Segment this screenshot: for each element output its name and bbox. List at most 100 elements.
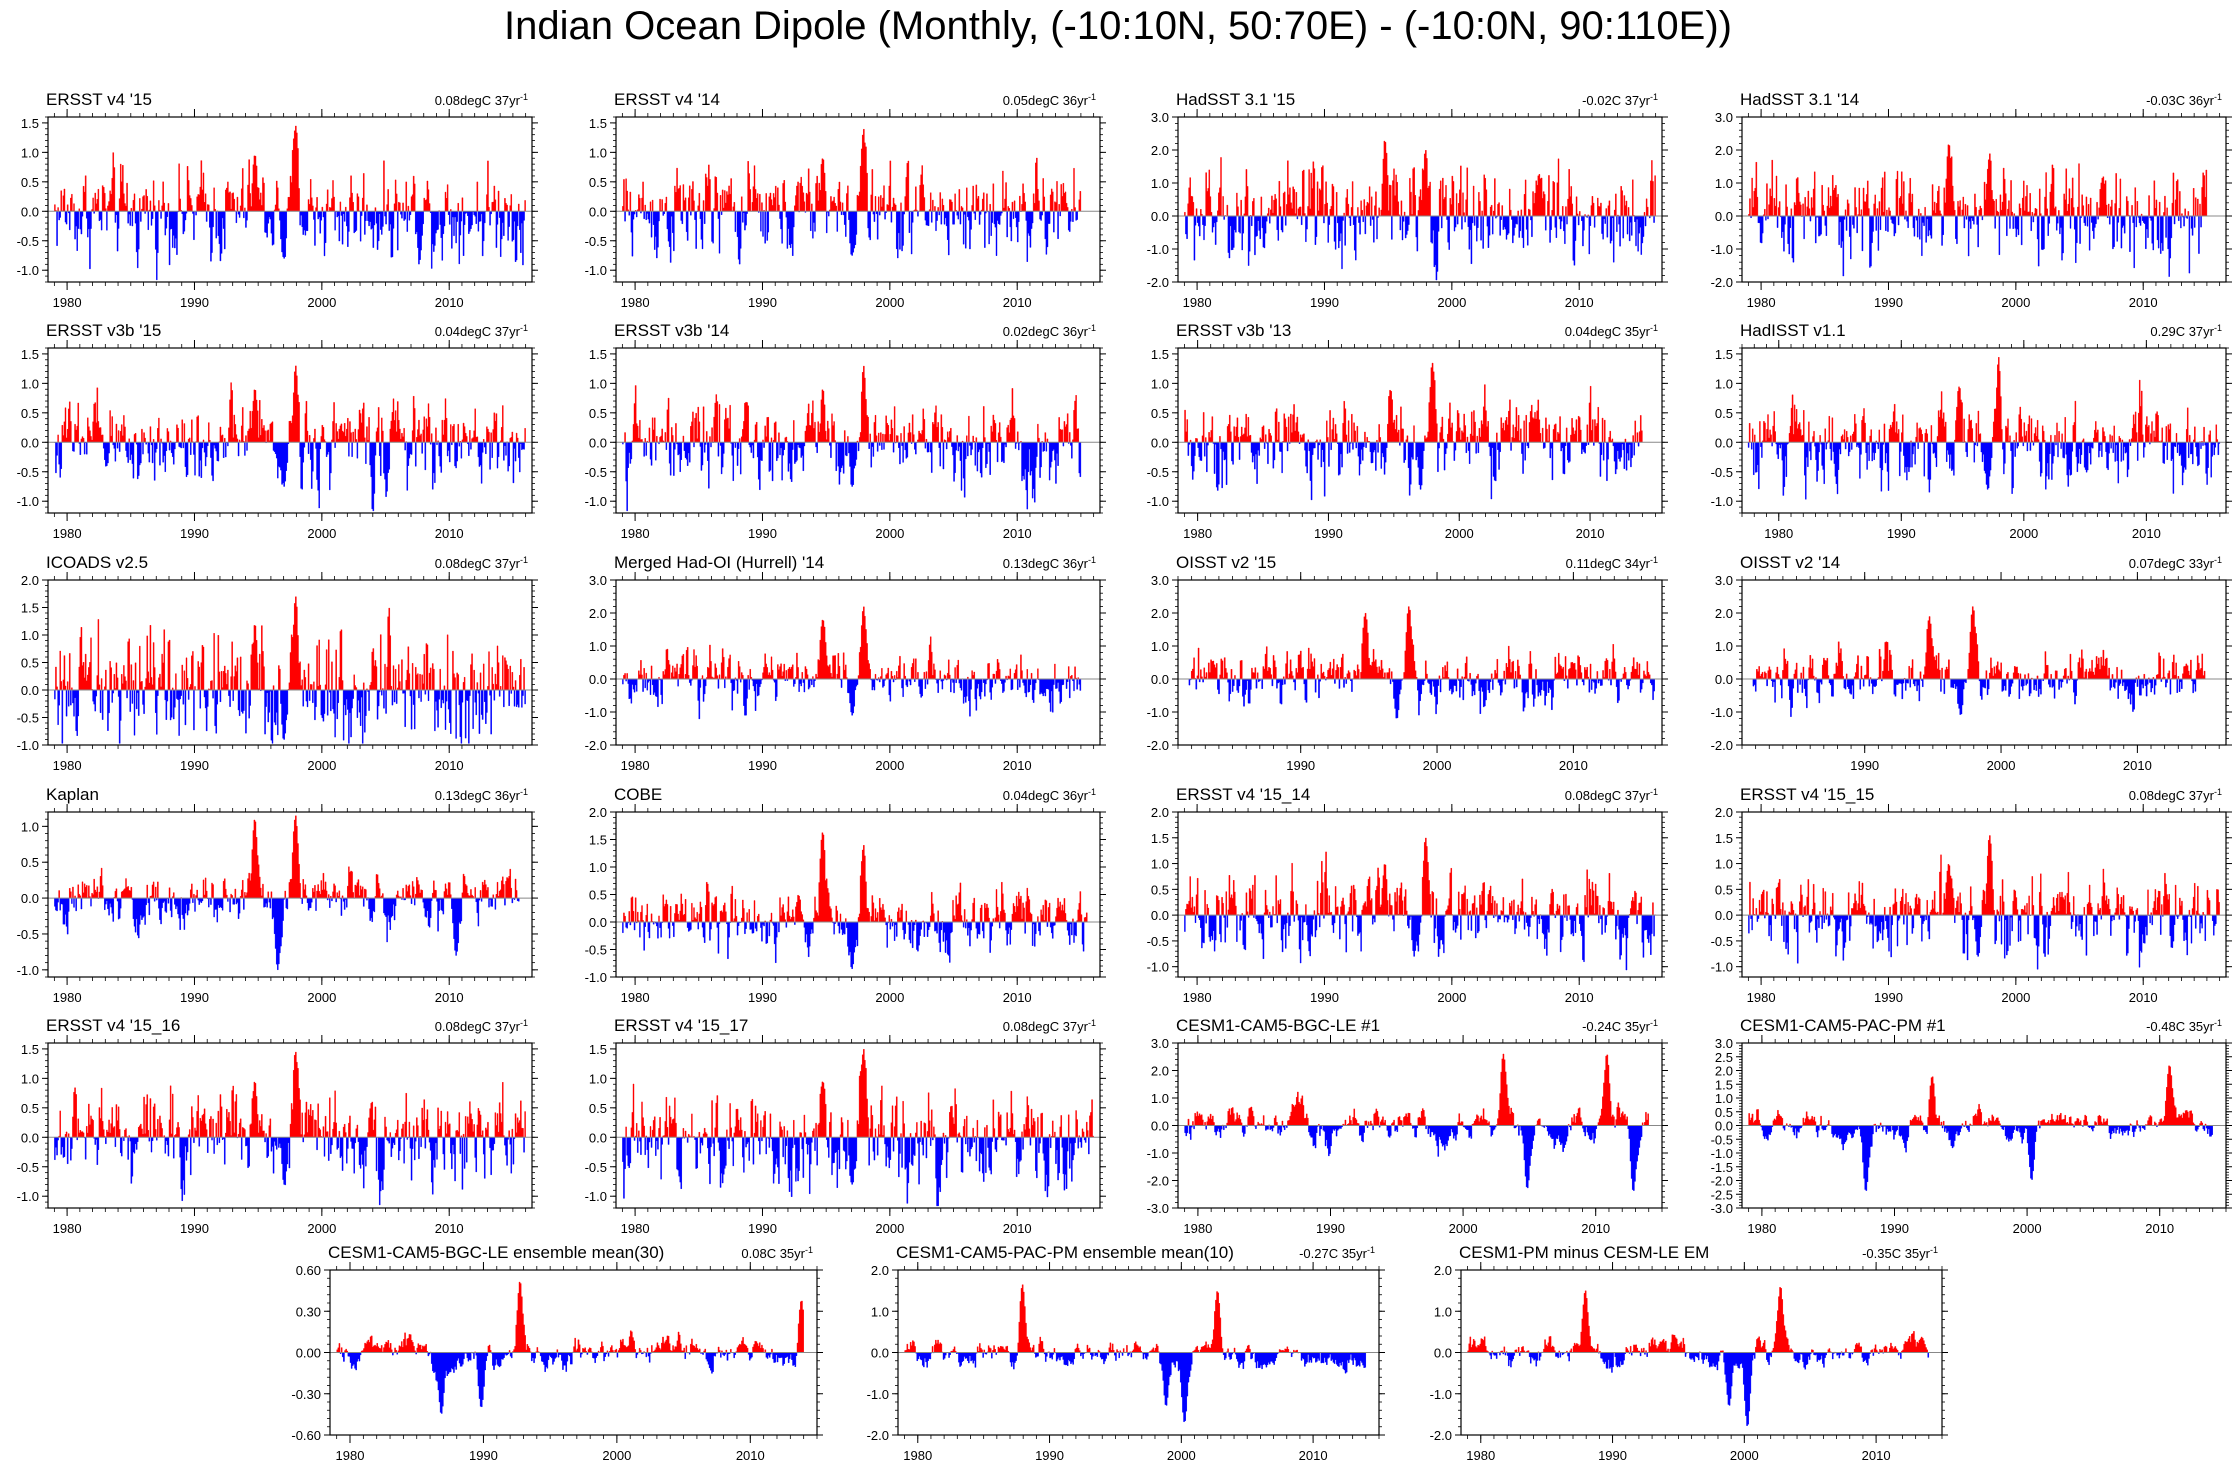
y-tick-label: 1.0 (1151, 176, 1169, 191)
y-tick-label: 3.0 (1715, 1036, 1733, 1051)
trend-value: -0.03C 36yr (2146, 93, 2215, 108)
y-tick-label: 0.30 (296, 1304, 321, 1319)
positive-anomaly-area (58, 1051, 526, 1138)
negative-anomaly-area (1187, 442, 1640, 501)
trend-exponent: -1 (520, 323, 528, 333)
negative-anomaly-area (1750, 215, 2202, 277)
y-tick-label: -1.0 (1711, 242, 1733, 257)
y-tick-label: -1.0 (17, 1189, 39, 1204)
x-tick-label: 1990 (748, 295, 777, 310)
plot-frame (47, 811, 533, 978)
y-tick-label: -2.0 (1711, 738, 1733, 753)
trend-exponent: -1 (1650, 787, 1658, 797)
y-tick-label: -1.0 (1147, 705, 1169, 720)
x-tick-label: 2010 (1299, 1448, 1328, 1463)
positive-anomaly-area (623, 832, 1088, 923)
panel-title: CESM1-PM minus CESM-LE EM (1459, 1243, 1709, 1262)
trend-exponent: -1 (1930, 1245, 1938, 1255)
x-tick-label: 1990 (180, 758, 209, 773)
chart-panel: -1.0 -0.5 0.0 0.5 1.0 1.5 1980 1990 2000 2010 ERSS… (585, 1016, 1106, 1236)
trend-exponent: -1 (2214, 92, 2222, 102)
x-tick-label: 2010 (1003, 758, 1032, 773)
x-tick-label: 2010 (1565, 990, 1594, 1005)
y-tick-label: 0.0 (1715, 908, 1733, 923)
panel-trend: 0.05degC 36yr-1 (1003, 92, 1096, 108)
positive-anomaly-area (623, 365, 1079, 443)
y-tick-label: -1.0 (585, 970, 607, 985)
trend-exponent: -1 (520, 555, 528, 565)
y-tick-label: -2.0 (1711, 1174, 1733, 1189)
y-tick-label: 2.0 (589, 606, 607, 621)
panel-trend: 0.11degC 34yr-1 (1566, 555, 1658, 571)
chart-panel: -3.0 -2.0 -1.0 0.0 1.0 2.0 3.0 1980 1990 2000 2010… (1147, 1016, 1668, 1236)
y-tick-label: -1.0 (17, 263, 39, 278)
y-tick-label: -1.0 (585, 263, 607, 278)
y-tick-label: -0.5 (585, 1160, 607, 1175)
y-tick-label: 0.5 (589, 888, 607, 903)
x-tick-label: 2010 (435, 526, 464, 541)
trend-value: -0.27C 35yr (1299, 1246, 1368, 1261)
y-tick-label: 1.0 (589, 860, 607, 875)
y-tick-label: -1.0 (17, 494, 39, 509)
y-tick-label: -0.5 (17, 1160, 39, 1175)
trend-exponent: -1 (1650, 92, 1658, 102)
positive-anomaly-area (623, 606, 1079, 680)
x-tick-label: 2000 (875, 758, 904, 773)
x-tick-label: 2000 (1445, 526, 1474, 541)
y-tick-label: 0.60 (296, 1263, 321, 1278)
positive-anomaly-area (904, 1284, 1321, 1353)
chart-panel: -1.0 -0.5 0.0 0.5 1.0 1.5 2.0 1980 1990 2000 2010 E… (1711, 785, 2232, 1005)
y-tick-label: 0.0 (1151, 1119, 1169, 1134)
y-tick-label: -1.0 (1430, 1387, 1452, 1402)
trend-exponent: -1 (1650, 1018, 1658, 1028)
x-tick-label: 2010 (2145, 1221, 2174, 1236)
trend-exponent: -1 (1650, 555, 1658, 565)
panel-title: CESM1-CAM5-PAC-PM #1 (1740, 1016, 1946, 1035)
y-tick-label: 0.0 (1151, 908, 1169, 923)
y-tick-label: 0.0 (21, 435, 39, 450)
x-tick-label: 2000 (875, 1221, 904, 1236)
y-tick-label: 0.0 (589, 915, 607, 930)
x-tick-label: 2010 (435, 295, 464, 310)
positive-anomaly-area (1184, 140, 1656, 217)
trend-exponent: -1 (1367, 1245, 1375, 1255)
y-tick-label: -1.0 (1711, 494, 1733, 509)
chart-panel: -1.0 -0.5 0.0 0.5 1.0 1.5 1980 1990 2000 2010 ERSS… (17, 90, 538, 310)
y-tick-label: -2.0 (1147, 275, 1169, 290)
y-tick-label: 0.5 (1151, 882, 1169, 897)
y-tick-label: -1.0 (585, 1189, 607, 1204)
panel-trend: 0.04degC 35yr-1 (1565, 323, 1658, 339)
x-tick-label: 2000 (307, 526, 336, 541)
panel-title: CESM1-CAM5-BGC-LE ensemble mean(30) (328, 1243, 664, 1262)
y-tick-label: -2.0 (1147, 1174, 1169, 1189)
panel-trend: 0.08degC 37yr-1 (1003, 1018, 1096, 1034)
positive-anomaly-area (1184, 362, 1643, 443)
trend-value: 0.29C 37yr (2150, 324, 2214, 339)
negative-anomaly-area (1184, 914, 1655, 971)
negative-anomaly-area (54, 1137, 525, 1206)
y-tick-label: -2.0 (867, 1428, 889, 1443)
panel-trend: 0.13degC 36yr-1 (435, 787, 528, 803)
panel-title: ICOADS v2.5 (46, 553, 148, 572)
y-tick-label: 3.0 (589, 573, 607, 588)
trend-value: 0.05degC 36yr (1003, 93, 1089, 108)
positive-anomaly-area (1748, 144, 2208, 217)
y-tick-label: 0.0 (1715, 435, 1733, 450)
y-tick-label: 1.0 (21, 1071, 39, 1086)
y-tick-label: 1.0 (21, 628, 39, 643)
panel-title: ERSST v4 '15_17 (614, 1016, 748, 1035)
panel-trend: 0.08degC 37yr-1 (435, 92, 528, 108)
y-tick-label: -2.0 (585, 738, 607, 753)
x-tick-label: 1990 (748, 758, 777, 773)
y-tick-label: -0.5 (1711, 1132, 1733, 1147)
y-tick-label: 0.0 (589, 1130, 607, 1145)
x-tick-label: 2010 (1003, 990, 1032, 1005)
panel-trend: 0.02degC 36yr-1 (1003, 323, 1096, 339)
y-tick-label: 2.0 (1151, 805, 1169, 820)
positive-anomaly-area (58, 815, 518, 899)
x-tick-label: 1990 (180, 295, 209, 310)
x-tick-label: 1980 (53, 526, 82, 541)
x-tick-label: 1980 (621, 990, 650, 1005)
trend-value: -0.35C 35yr (1862, 1246, 1931, 1261)
trend-exponent: -1 (1088, 1018, 1096, 1028)
